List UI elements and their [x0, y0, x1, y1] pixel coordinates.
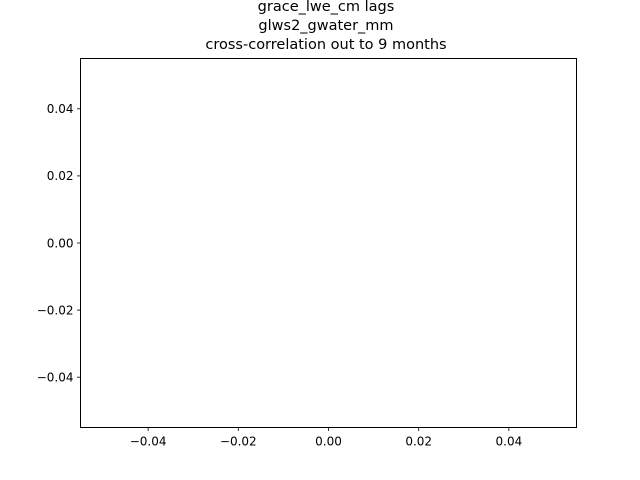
- y-tick-label: −0.02: [37, 303, 74, 317]
- plot-area-frame: [80, 58, 577, 428]
- x-tick-label: −0.04: [130, 435, 167, 449]
- x-tick-label: 0.02: [405, 435, 432, 449]
- x-tick-label: −0.02: [220, 435, 257, 449]
- x-tick-label: 0.04: [496, 435, 523, 449]
- x-axis: −0.04 −0.02 0.00 0.02 0.04: [130, 427, 523, 449]
- y-tick-label: 0.00: [47, 236, 74, 250]
- title-line-3: cross-correlation out to 9 months: [205, 37, 446, 53]
- y-tick-label: 0.04: [47, 102, 74, 116]
- y-axis: −0.04 −0.02 0.00 0.02 0.04: [37, 102, 81, 384]
- y-tick-label: 0.02: [47, 169, 74, 183]
- x-tick-label: 0.00: [315, 435, 342, 449]
- y-tick-label: −0.04: [37, 370, 74, 384]
- title-line-1: grace_lwe_cm lags: [258, 0, 395, 15]
- title-line-2: glws2_gwater_mm: [258, 18, 393, 34]
- chart-title: grace_lwe_cm lags glws2_gwater_mm cross-…: [205, 0, 446, 53]
